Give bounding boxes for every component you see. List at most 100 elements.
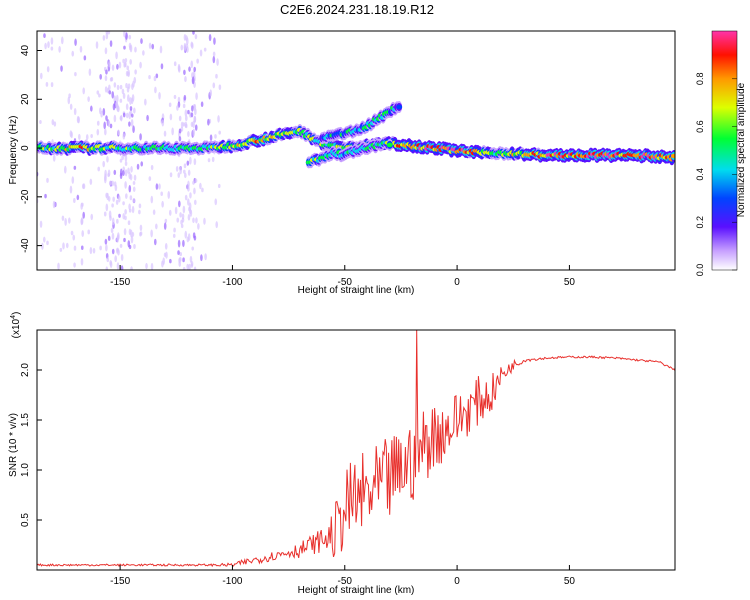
spectrogram-noise-point	[132, 125, 135, 133]
spectrogram-noise-point	[178, 261, 182, 267]
spectrogram-noise-point	[194, 124, 198, 131]
spectrogram-noise-point	[127, 220, 131, 226]
spectrogram-noise-point	[150, 195, 154, 204]
spectrogram-noise-point	[184, 123, 188, 129]
spectrogram-noise-point	[188, 206, 191, 212]
spectrogram-noise-point	[89, 247, 93, 255]
spectrogram-noise-point	[99, 73, 102, 80]
spectrogram-noise-point	[88, 68, 92, 76]
spectrogram-noise-point	[104, 86, 108, 93]
spectrogram-noise-point	[130, 113, 134, 118]
spectrogram-noise-point	[107, 235, 111, 241]
spectrogram-noise-point	[46, 240, 49, 246]
spectrogram-noise-point	[192, 31, 195, 35]
spectrogram-noise-point	[113, 169, 117, 175]
spectrogram-noise-point	[104, 75, 108, 82]
spectrogram-noise-point	[189, 192, 192, 199]
spectrogram-noise-point	[214, 134, 217, 139]
spectrogram-noise-point	[138, 203, 142, 209]
colorbar-tick-label: 0.0	[695, 264, 705, 277]
spectrogram-noise-point	[184, 76, 187, 83]
spectrogram-noise-point	[119, 243, 123, 248]
spectrogram-noise-point	[133, 107, 136, 114]
spectrogram-noise-point	[192, 232, 196, 239]
spectrogram-noise-point	[182, 103, 186, 109]
spectrogram-noise-point	[151, 43, 155, 50]
svg-text:(x104): (x104)	[10, 312, 22, 339]
spectrogram-noise-point	[102, 107, 106, 116]
spectrogram-noise-point	[186, 236, 190, 243]
spectrogram-noise-point	[188, 66, 191, 72]
spectrogram-noise-point	[96, 128, 100, 136]
spectrogram-noise-point	[102, 35, 106, 41]
spectrogram-noise-point	[132, 186, 136, 192]
spectrogram-noise-point	[207, 118, 210, 126]
spectrogram-noise-point	[155, 223, 158, 230]
spectrogram-noise-point	[164, 218, 168, 223]
spectrogram-noise-point	[196, 58, 199, 64]
spectrogram-noise-point	[90, 133, 93, 139]
spectrogram-noise-point	[138, 209, 141, 215]
spectrogram-noise-point	[185, 35, 188, 41]
spectrogram-noise-point	[152, 209, 156, 215]
spectrogram-noise-point	[116, 84, 120, 91]
spectrogram-noise-point	[115, 94, 119, 103]
snr-x-ticks: -150 -100 -50 0 50	[110, 565, 575, 587]
spectrogram-noise-point	[62, 242, 65, 250]
spectrogram-noise-point	[213, 37, 216, 45]
spectrogram-noise-point	[115, 101, 119, 109]
spectrogram-noise-point	[177, 96, 181, 104]
spectrogram-noise-point	[146, 114, 149, 122]
spectrogram-noise-point	[187, 130, 190, 138]
spectrogram-noise-point	[82, 87, 86, 95]
spectrogram-noise-point	[73, 262, 76, 268]
spectrogram-noise-point	[144, 98, 147, 106]
spectrogram-noise-point	[122, 133, 126, 140]
snr-series-line	[37, 330, 675, 568]
spectrogram-noise-point	[114, 255, 117, 263]
spectrogram-noise-point	[212, 51, 216, 57]
spectrogram-noise-point	[192, 128, 196, 137]
spectrogram-noise-point	[133, 76, 137, 84]
snr-y-axis-label: SNR (10 * v/v)	[8, 413, 19, 477]
spectrogram-noise-point	[139, 224, 143, 232]
spectrogram-noise-point	[193, 103, 197, 111]
spectrogram-noise-point	[186, 160, 190, 166]
spectrogram-noise-point	[192, 120, 195, 129]
spectrogram-noise-point	[193, 66, 196, 73]
spectrogram-x-tick-label: -50	[338, 277, 353, 288]
spectrogram-noise-point	[189, 156, 192, 165]
spectrogram-noise-point	[105, 115, 108, 122]
spectrogram-noise-point	[118, 213, 121, 218]
spectrogram-noise-point	[116, 247, 119, 252]
spectrogram-noise-point	[169, 113, 173, 121]
spectrogram-noise-point	[98, 93, 101, 98]
spectrogram-noise-point	[74, 71, 77, 77]
spectrogram-noise-point	[172, 233, 176, 238]
spectrogram-noise-point	[46, 66, 50, 73]
spectrogram-noise-point	[194, 199, 197, 206]
spectrogram-noise-point	[169, 258, 172, 264]
spectrogram-noise-point	[148, 176, 152, 182]
spectrogram-noise-point	[182, 239, 185, 248]
spectrogram-noise-point	[104, 128, 107, 136]
spectrogram-noise-point	[53, 121, 57, 127]
spectrogram-noise-point	[111, 217, 115, 226]
spectrogram-noise-point	[200, 254, 203, 262]
spectrogram-x-tick-label: 50	[564, 277, 576, 288]
spectrogram-noise-point	[123, 31, 126, 38]
spectrogram-noise-point	[124, 58, 128, 63]
spectrogram-noise-point	[182, 266, 186, 270]
snr-x-tick-label: -150	[110, 576, 130, 587]
spectrogram-noise-point	[216, 58, 219, 66]
spectrogram-noise-point	[82, 211, 85, 219]
spectrogram-noise-point	[95, 41, 99, 49]
spectrogram-noise-point	[190, 112, 194, 118]
spectrogram-noise-point	[111, 203, 114, 208]
spectrogram-noise-point	[128, 121, 131, 127]
spectrogram-noise-point	[130, 266, 133, 270]
spectrogram-noise-point	[187, 180, 190, 189]
spectrogram-noise-point	[71, 50, 75, 57]
spectrogram-noise-point	[182, 122, 186, 127]
